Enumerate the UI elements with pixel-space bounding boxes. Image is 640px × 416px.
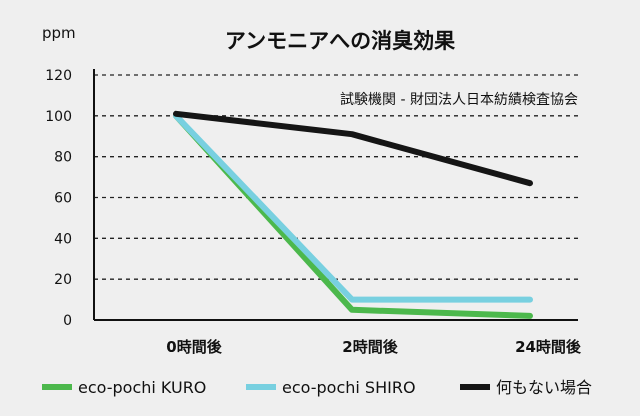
legend-label: eco-pochi KURO: [78, 378, 206, 397]
y-tick-label: 40: [54, 231, 72, 247]
legend: eco-pochi KURO eco-pochi SHIRO 何もない場合: [42, 378, 592, 397]
y-tick-label: 0: [63, 313, 72, 329]
y-tick-label: 20: [54, 272, 72, 288]
chart-title: アンモニアへの消臭効果: [225, 29, 455, 53]
series-lines: [173, 110, 533, 319]
x-tick-label: 0時間後: [166, 338, 222, 356]
source-note: 試験機関 - 財団法人日本紡績検査協会: [340, 92, 578, 108]
y-tick-label: 80: [54, 150, 72, 166]
series-line-2: [173, 110, 533, 187]
y-tick-label: 120: [45, 68, 72, 84]
y-axis-unit: ppm: [42, 24, 76, 42]
series-line-1: [173, 112, 533, 303]
x-tick-labels: 0時間後 2時間後 24時間後: [166, 338, 582, 356]
axes: [93, 69, 578, 321]
x-tick-label: 24時間後: [515, 338, 582, 356]
y-tick-label: 60: [54, 191, 72, 207]
legend-label: eco-pochi SHIRO: [282, 378, 416, 397]
y-tick-label: 100: [45, 109, 72, 125]
x-tick-label: 2時間後: [342, 338, 398, 356]
series-line-0: [173, 112, 533, 319]
legend-label: 何もない場合: [496, 378, 592, 397]
y-tick-labels: 0 20 40 60 80 100 120: [45, 68, 72, 329]
